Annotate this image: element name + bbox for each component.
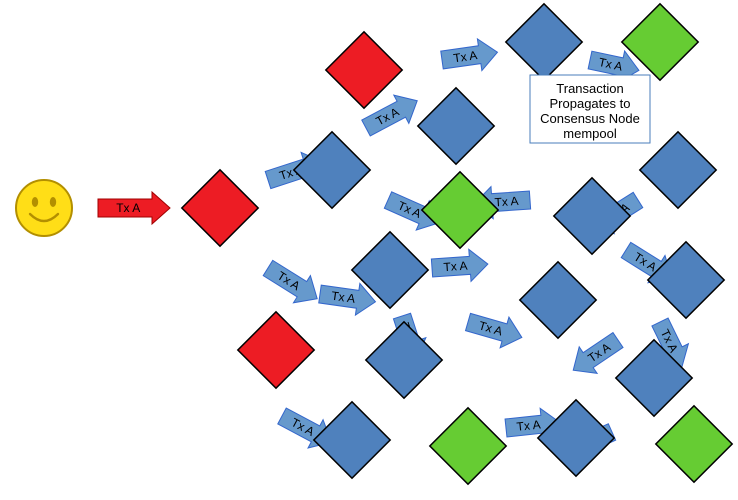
node-diamond	[418, 88, 494, 164]
tx-arrow: Tx A	[260, 254, 326, 312]
tx-arrow: Tx A	[564, 327, 627, 384]
node-diamond	[294, 132, 370, 208]
node-diamond	[520, 262, 596, 338]
tx-arrow-label: Tx A	[443, 259, 468, 275]
smiley-face	[16, 180, 72, 236]
node-diamond	[554, 178, 630, 254]
tx-arrow-initial: Tx A	[98, 192, 170, 224]
propagation-caption-line: Transaction	[556, 81, 623, 96]
node-diamond	[656, 406, 732, 482]
node-diamond	[366, 322, 442, 398]
node-diamond	[422, 172, 498, 248]
node-diamond	[238, 312, 314, 388]
tx-arrow: Tx A	[431, 248, 489, 284]
node-diamond	[538, 400, 614, 476]
propagation-caption-line: Consensus Node	[540, 111, 640, 126]
tx-arrow-label: Tx A	[494, 194, 519, 210]
node-diamond	[648, 242, 724, 318]
node-diamond	[314, 402, 390, 478]
node-diamond	[326, 32, 402, 108]
node-diamond	[640, 132, 716, 208]
propagation-caption: TransactionPropagates toConsensus Nodeme…	[530, 75, 650, 143]
propagation-caption-line: Propagates to	[550, 96, 631, 111]
propagation-diagram: Tx ATx ATx ATx ATx ATx ATx ATx ATx ATx A…	[0, 0, 738, 500]
tx-arrow: Tx A	[440, 36, 500, 75]
tx-arrow-label: Tx A	[116, 201, 140, 215]
node-diamond	[430, 408, 506, 484]
node-diamond	[182, 170, 258, 246]
tx-arrow-label: Tx A	[516, 417, 541, 433]
propagation-caption-line: mempool	[563, 126, 617, 141]
tx-arrow: Tx A	[464, 307, 527, 353]
node-diamond	[506, 4, 582, 80]
